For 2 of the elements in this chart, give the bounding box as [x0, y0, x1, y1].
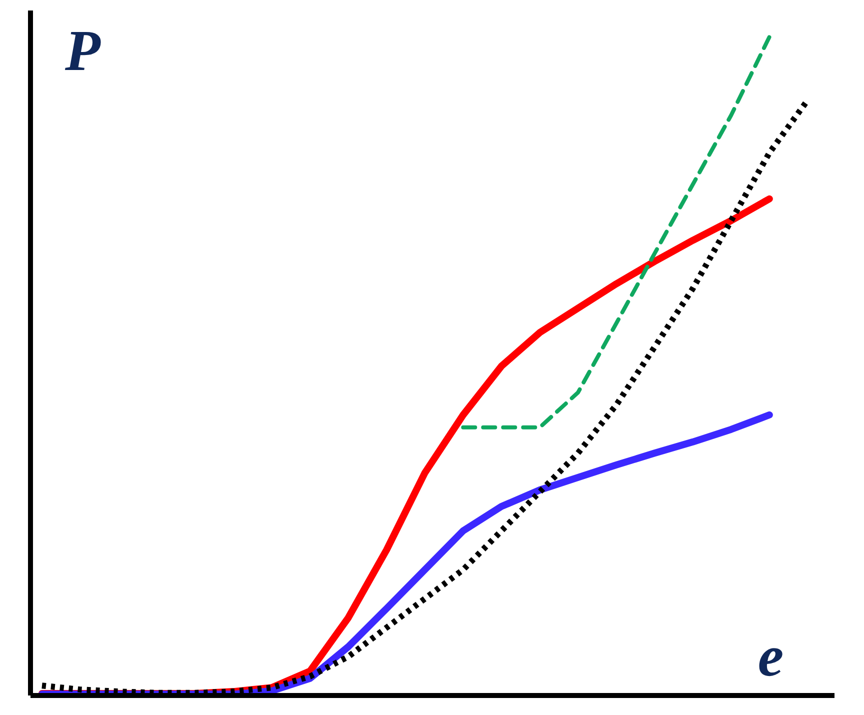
- y-axis-title: P: [64, 18, 101, 83]
- x-axis-title: e: [758, 624, 784, 689]
